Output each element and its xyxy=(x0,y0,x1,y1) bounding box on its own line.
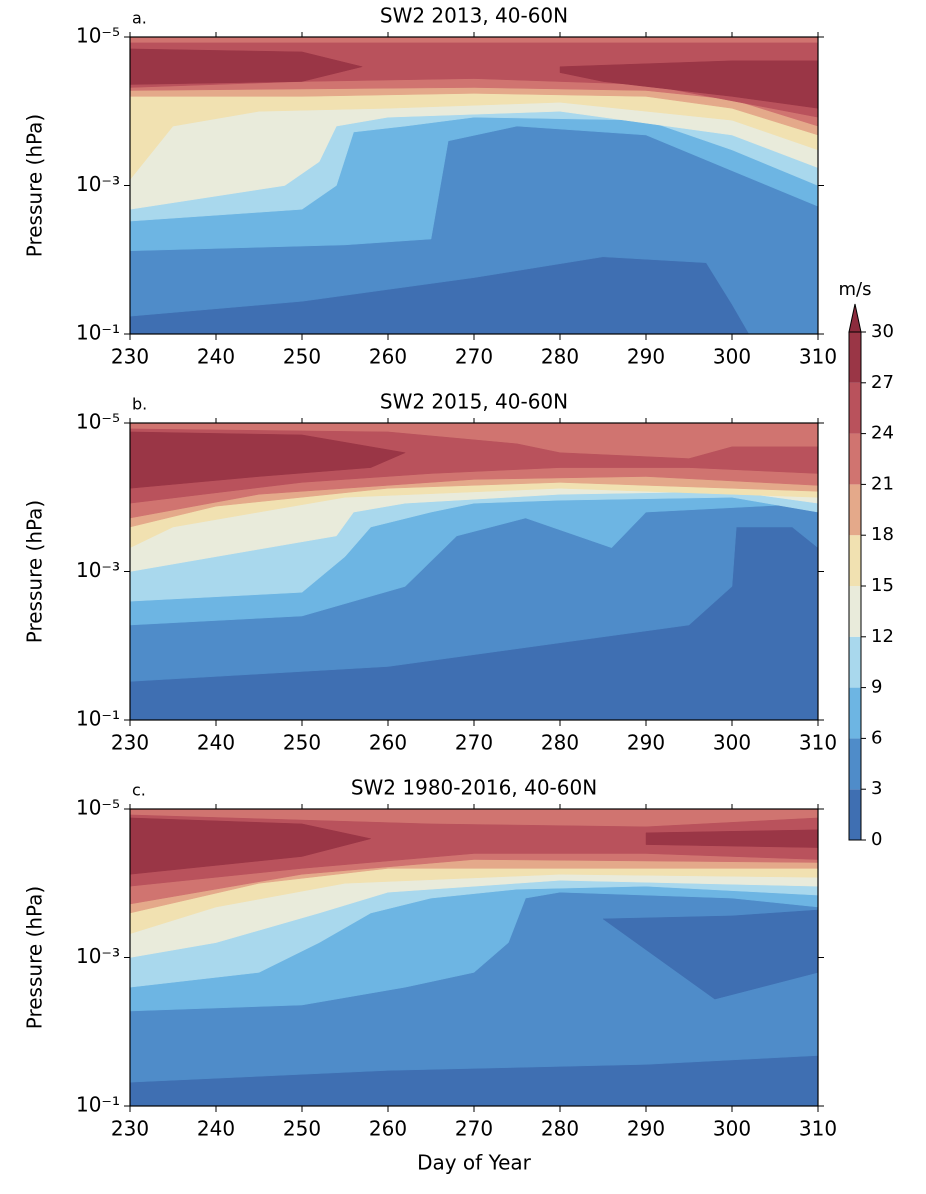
x-tick-label: 260 xyxy=(369,731,407,755)
contour-panel xyxy=(130,809,818,1106)
panel-label: b. xyxy=(132,395,147,414)
contour-region xyxy=(645,829,818,848)
x-tick-label: 300 xyxy=(713,345,751,369)
y-tick-label: 10⁻⁵ xyxy=(76,410,120,434)
y-tick-label: 10⁻³ xyxy=(76,944,120,968)
x-tick-label: 300 xyxy=(713,731,751,755)
colorbar-tick-label: 15 xyxy=(871,575,894,596)
y-tick-label: 10⁻⁵ xyxy=(76,796,120,820)
y-tick-label: 10⁻¹ xyxy=(76,1093,120,1117)
contour-panel xyxy=(130,37,818,334)
colorbar-segment xyxy=(849,789,861,840)
colorbar-segment xyxy=(849,687,861,739)
colorbar-segment xyxy=(849,636,861,688)
contour-panel xyxy=(130,423,818,720)
x-tick-label: 270 xyxy=(455,1117,493,1141)
x-tick-label: 280 xyxy=(541,1117,579,1141)
contour-region xyxy=(559,60,818,109)
colorbar-tick-label: 21 xyxy=(871,473,894,494)
colorbar-segment xyxy=(849,586,861,637)
colorbar-tick-label: 12 xyxy=(871,626,894,647)
x-tick-label: 310 xyxy=(799,731,837,755)
x-tick-label: 310 xyxy=(799,345,837,369)
colorbar-segment xyxy=(849,535,861,586)
y-axis-label: Pressure (hPa) xyxy=(23,886,47,1029)
x-tick-label: 230 xyxy=(111,345,149,369)
contour-region xyxy=(130,431,407,489)
x-tick-label: 290 xyxy=(627,345,665,369)
contour-region xyxy=(130,48,363,85)
x-tick-label: 240 xyxy=(197,345,235,369)
colorbar-tick-label: 24 xyxy=(871,423,894,444)
x-tick-label: 250 xyxy=(283,345,321,369)
contour-region xyxy=(602,909,818,1000)
y-tick-label: 10⁻³ xyxy=(76,172,120,196)
x-tick-label: 280 xyxy=(541,731,579,755)
x-tick-label: 300 xyxy=(713,1117,751,1141)
colorbar-segment xyxy=(849,484,861,536)
colorbar-tick-label: 9 xyxy=(871,677,882,698)
panel-label: c. xyxy=(132,781,146,800)
colorbar-tick-label: 30 xyxy=(871,321,894,342)
colorbar-tick-label: 6 xyxy=(871,727,882,748)
y-tick-label: 10⁻³ xyxy=(76,558,120,582)
y-axis-label: Pressure (hPa) xyxy=(23,500,47,643)
x-tick-label: 230 xyxy=(111,1117,149,1141)
colorbar-tick-label: 18 xyxy=(871,524,894,545)
colorbar-label: m/s xyxy=(839,279,872,300)
panel-title: SW2 2013, 40-60N xyxy=(380,4,568,28)
y-tick-label: 10⁻⁵ xyxy=(76,24,120,48)
colorbar-segment xyxy=(849,332,861,383)
x-tick-label: 290 xyxy=(627,1117,665,1141)
x-axis-label: Day of Year xyxy=(417,1151,532,1175)
colorbar-tick-label: 3 xyxy=(871,778,882,799)
x-tick-label: 250 xyxy=(283,1117,321,1141)
x-tick-label: 270 xyxy=(455,731,493,755)
panel-title: SW2 2015, 40-60N xyxy=(380,390,568,414)
x-tick-label: 280 xyxy=(541,345,579,369)
x-tick-label: 270 xyxy=(455,345,493,369)
colorbar-segment xyxy=(849,433,861,485)
colorbar-extend xyxy=(848,303,862,333)
x-tick-label: 260 xyxy=(369,1117,407,1141)
panel-title: SW2 1980-2016, 40-60N xyxy=(351,776,597,800)
colorbar-tick-label: 0 xyxy=(871,829,882,850)
contour-region xyxy=(130,817,371,875)
colorbar-segment xyxy=(849,382,861,434)
colorbar-tick-label: 27 xyxy=(871,372,894,393)
x-tick-label: 240 xyxy=(197,1117,235,1141)
y-tick-label: 10⁻¹ xyxy=(76,707,120,731)
x-tick-label: 310 xyxy=(799,1117,837,1141)
x-tick-label: 230 xyxy=(111,731,149,755)
x-tick-label: 240 xyxy=(197,731,235,755)
x-tick-label: 260 xyxy=(369,345,407,369)
y-axis-label: Pressure (hPa) xyxy=(23,114,47,257)
x-tick-label: 290 xyxy=(627,731,665,755)
colorbar-segment xyxy=(849,738,861,790)
panel-label: a. xyxy=(132,9,147,28)
y-tick-label: 10⁻¹ xyxy=(76,321,120,345)
x-tick-label: 250 xyxy=(283,731,321,755)
